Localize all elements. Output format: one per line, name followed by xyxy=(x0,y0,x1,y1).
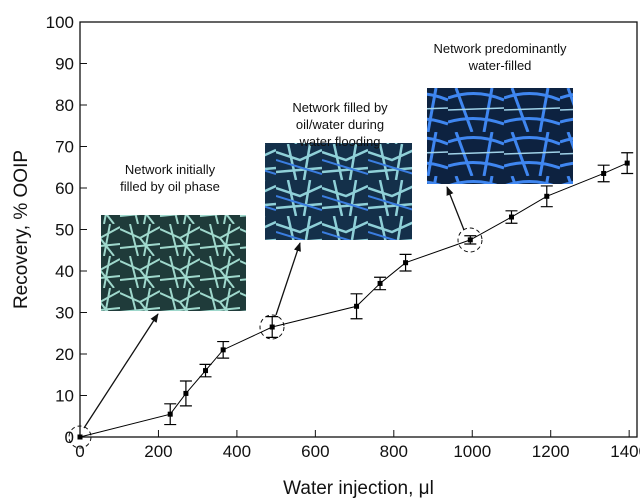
network-image xyxy=(265,143,412,240)
arrow xyxy=(83,313,159,429)
annotation: Network filled by xyxy=(292,100,388,115)
y-tick-label: 80 xyxy=(55,96,74,115)
data-point xyxy=(601,170,607,176)
data-point xyxy=(354,303,360,309)
data-point xyxy=(403,260,409,266)
x-tick-label: 1200 xyxy=(532,442,570,461)
annotation: water flooding xyxy=(299,134,381,149)
annotation: Network predominantly xyxy=(434,41,567,56)
annotation: Network initially xyxy=(125,162,216,177)
data-point xyxy=(167,411,173,417)
y-tick-label: 10 xyxy=(55,387,74,406)
annotation: filled by oil phase xyxy=(120,179,220,194)
x-tick-label: 400 xyxy=(223,442,251,461)
y-axis-label: Recovery, % OOIP xyxy=(11,150,32,309)
y-tick-label: 50 xyxy=(55,221,74,240)
data-point xyxy=(467,237,473,243)
y-tick-label: 60 xyxy=(55,179,74,198)
data-point xyxy=(77,434,83,440)
data-point xyxy=(269,324,275,330)
arrow xyxy=(446,186,465,231)
x-tick-label: 200 xyxy=(144,442,172,461)
highlight-circle xyxy=(457,227,483,253)
data-point xyxy=(183,390,189,396)
data-point xyxy=(203,368,209,374)
data-point xyxy=(377,280,383,286)
highlight-circle xyxy=(259,314,285,340)
network-image xyxy=(427,88,573,184)
data-point xyxy=(624,160,630,166)
arrow xyxy=(275,242,301,316)
y-tick-label: 40 xyxy=(55,262,74,281)
y-tick-label: 100 xyxy=(46,13,74,32)
y-tick-label: 20 xyxy=(55,345,74,364)
network-image xyxy=(101,215,246,311)
annotation: water-filled xyxy=(468,58,532,73)
x-tick-label: 600 xyxy=(301,442,329,461)
y-tick-label: 30 xyxy=(55,304,74,323)
x-tick-label: 1000 xyxy=(453,442,491,461)
x-tick-label: 0 xyxy=(75,442,84,461)
x-axis-label: Water injection, μl xyxy=(283,478,434,499)
data-point xyxy=(544,193,550,199)
y-tick-label: 70 xyxy=(55,138,74,157)
data-point xyxy=(508,214,514,220)
data-line xyxy=(79,162,628,438)
y-tick-label: 90 xyxy=(55,55,74,74)
y-tick-label: 0 xyxy=(65,428,74,447)
annotation: oil/water during xyxy=(296,117,384,132)
data-point xyxy=(220,347,226,353)
x-tick-label: 800 xyxy=(380,442,408,461)
